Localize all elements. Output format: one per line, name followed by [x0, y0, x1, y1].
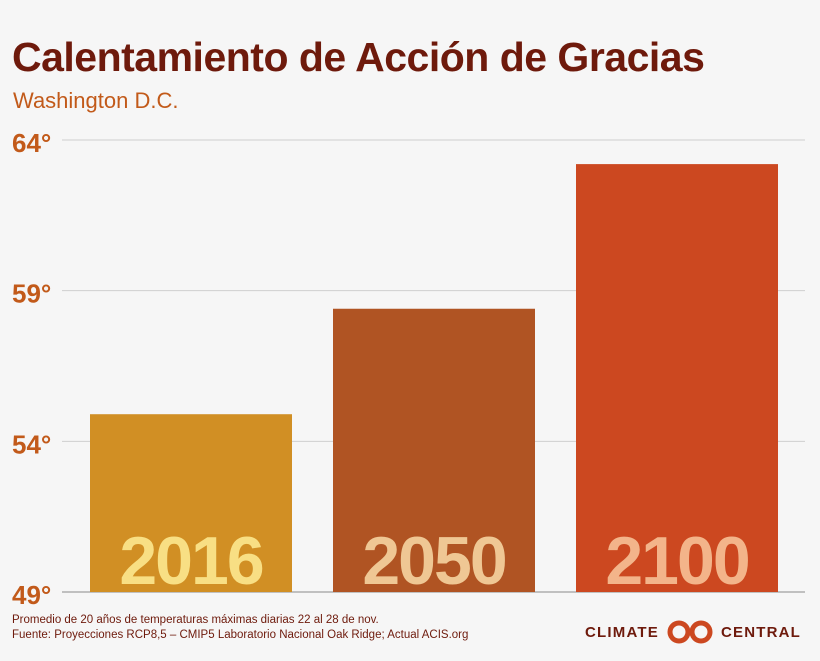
- y-tick-label: 54°: [12, 429, 51, 459]
- brand-text-right: CENTRAL: [720, 623, 802, 641]
- bar-label: 2016: [119, 523, 262, 599]
- footnote: Promedio de 20 años de temperaturas máxi…: [12, 613, 468, 643]
- climate-central-logo: CLIMATE CENTRAL: [585, 620, 801, 644]
- bar-2050: [333, 308, 535, 592]
- climate-central-logo-icon: [665, 620, 715, 644]
- brand-text-left: CLIMATE: [585, 623, 659, 641]
- y-tick-label: 59°: [12, 279, 51, 309]
- bar-label: 2050: [362, 523, 505, 599]
- y-tick-label: 64°: [12, 128, 51, 158]
- chart-title: Calentamiento de Acción de Gracias: [12, 34, 705, 80]
- y-axis-ticks: 64° 59° 54° 49°: [12, 128, 51, 610]
- bar-2100: [576, 164, 778, 592]
- footnote-line-2: Fuente: Proyecciones RCP8,5 – CMIP5 Labo…: [12, 629, 469, 641]
- bar-label: 2100: [605, 523, 748, 599]
- footnote-line-1: Promedio de 20 años de temperaturas máxi…: [12, 614, 379, 626]
- bar-2016: [90, 414, 292, 592]
- chart-subtitle: Washington D.C.: [13, 88, 179, 113]
- bar-labels: 2016 2050 2100: [119, 523, 750, 599]
- bars: [90, 164, 778, 592]
- y-tick-label: 49°: [12, 580, 51, 610]
